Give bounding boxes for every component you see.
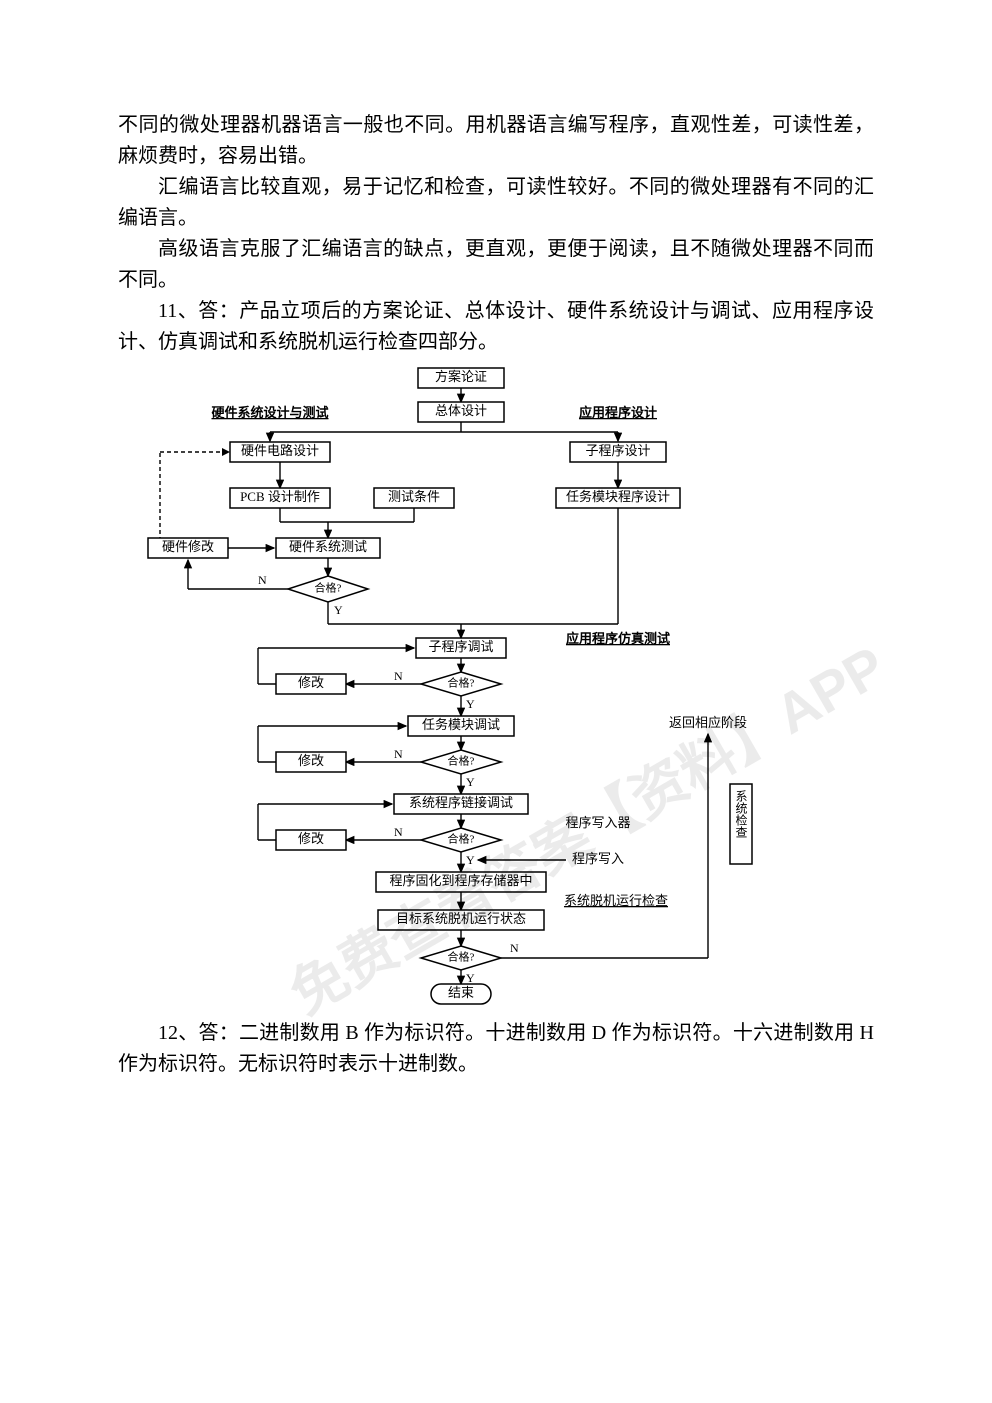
label-dec2: 合格? (448, 754, 475, 768)
label-Y1: Y (466, 697, 475, 711)
label-prog2: 程序写入 (572, 851, 624, 866)
label-dec1: 合格? (448, 676, 475, 690)
sim-title: 应用程序仿真测试 (566, 631, 670, 646)
paragraph-1: 不同的微处理器机器语言一般也不同。用机器语言编写程序，直观性差，可读性差，麻烦费… (118, 110, 874, 172)
label-Y2: Y (466, 775, 475, 789)
label-Y3: Y (466, 853, 475, 867)
label-mod2: 修改 (298, 753, 324, 768)
arrowhead-icon (222, 448, 230, 456)
label-plan: 方案论证 (435, 369, 487, 384)
label-check1: 系统脱机运行检查 (564, 893, 668, 908)
label-end: 结束 (448, 985, 474, 1000)
label-decf: 合格? (448, 950, 475, 964)
sw-title: 应用程序设计 (579, 405, 657, 420)
label-return: 返回相应阶段 (669, 715, 747, 730)
label-N: N (258, 573, 267, 587)
label-s1: 子程序调试 (428, 639, 493, 654)
paragraph-3: 高级语言克服了汇编语言的缺点，更直观，更便于阅读，且不随微处理器不同而不同。 (118, 234, 874, 296)
label-hw5: 硬件修改 (162, 539, 214, 554)
label-N1: N (394, 669, 403, 683)
label-hw3: 测试条件 (388, 489, 440, 504)
label-Y: Y (334, 603, 343, 617)
label-s2: 任务模块调试 (422, 717, 500, 732)
label-N3: N (394, 825, 403, 839)
label-s5: 目标系统脱机运行状态 (396, 911, 526, 926)
label-s4: 程序固化到程序存储器中 (389, 873, 532, 888)
label-N2: N (394, 747, 403, 761)
label-sw1: 子程序设计 (585, 443, 650, 458)
label-hw2: PCB 设计制作 (240, 489, 320, 504)
paragraph-5: 12、答：二进制数用 B 作为标识符。十进制数用 D 作为标识符。十六进制数用 … (118, 1018, 874, 1080)
label-Yf: Y (466, 971, 475, 985)
label-hw1: 硬件电路设计 (241, 443, 319, 458)
label-dec-hw: 合格? (315, 581, 342, 595)
hw-title: 硬件系统设计与测试 (211, 405, 328, 420)
label-overall: 总体设计 (435, 403, 487, 418)
flowchart-svg: 方案论证 总体设计 硬件系统设计与测试 应用程序设计 硬件电路设计 PCB 设计… (118, 366, 874, 1006)
label-dec3: 合格? (448, 832, 475, 846)
label-mod3: 修改 (298, 831, 324, 846)
label-vbox: 系统检查 (734, 790, 748, 838)
label-hw4: 硬件系统测试 (289, 539, 367, 554)
label-prog1: 程序写入器 (565, 815, 630, 830)
label-mod1: 修改 (298, 675, 324, 690)
paragraph-2: 汇编语言比较直观，易于记忆和检查，可读性较好。不同的微处理器有不同的汇编语言。 (118, 172, 874, 234)
label-s3: 系统程序链接调试 (409, 795, 513, 810)
paragraph-4: 11、答：产品立项后的方案论证、总体设计、硬件系统设计与调试、应用程序设计、仿真… (118, 296, 874, 358)
label-sw2: 任务模块程序设计 (566, 489, 670, 504)
label-Nf: N (510, 941, 519, 955)
flowchart: 免费查看答案【资料】APP 方案论证 总体设计 硬件系统设计与测试 应用程序设计… (118, 366, 874, 1006)
